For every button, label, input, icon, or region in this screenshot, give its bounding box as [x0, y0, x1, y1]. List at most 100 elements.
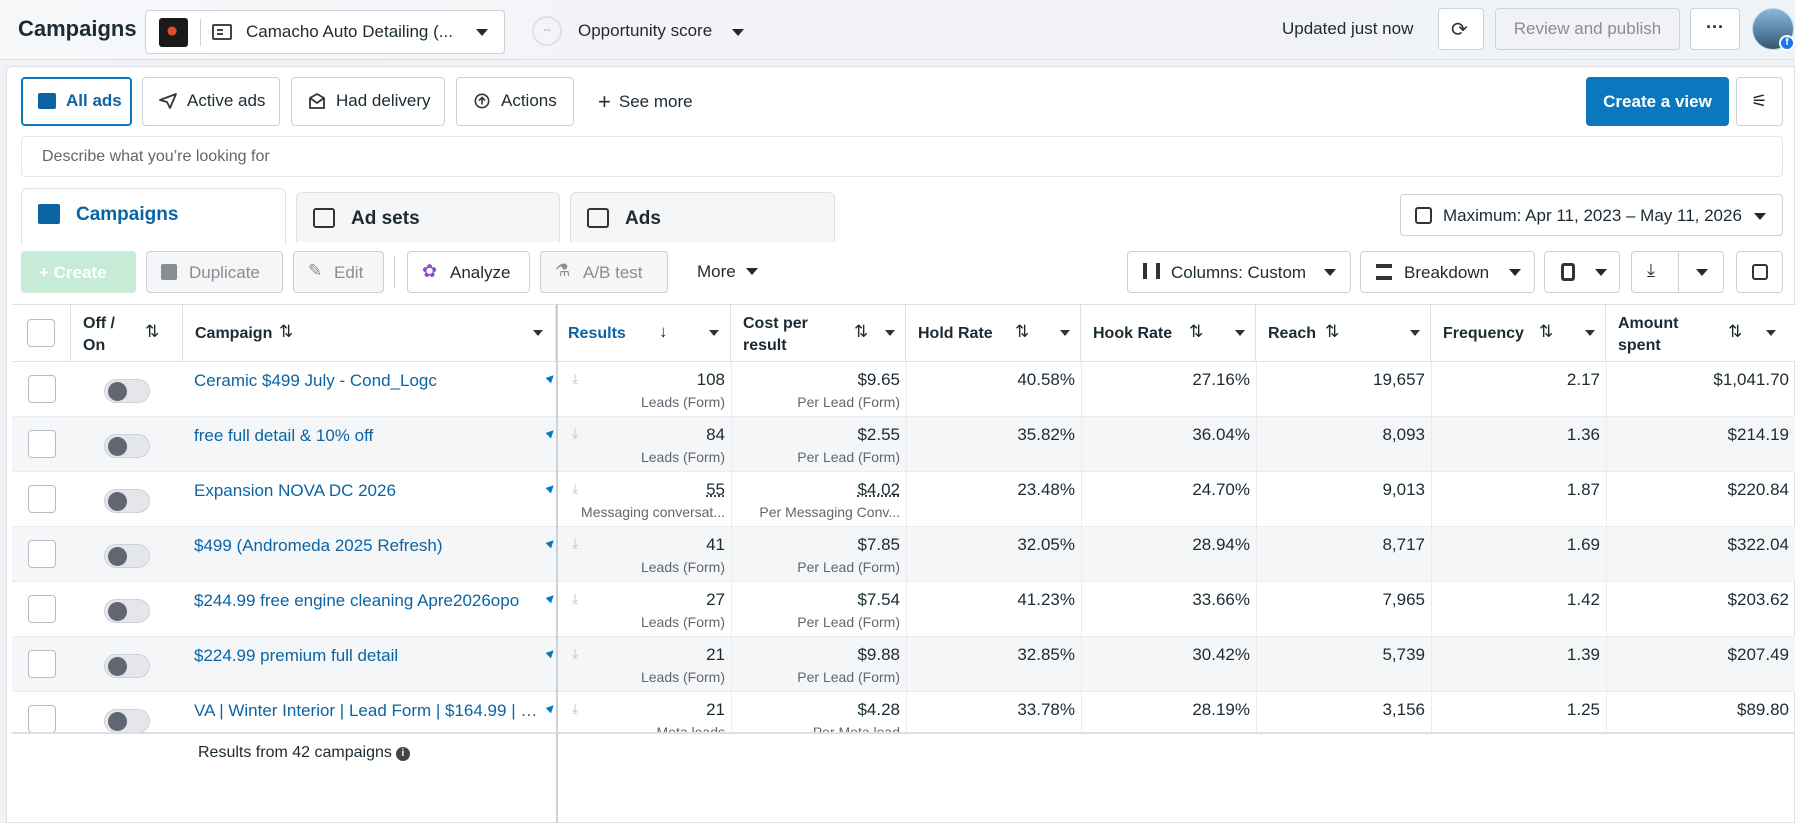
download-icon: ⤓	[572, 480, 579, 496]
sort-down-icon: ↓	[659, 322, 668, 341]
header-campaign[interactable]: Campaign ⇅	[183, 305, 556, 361]
campaign-toggle[interactable]	[104, 544, 150, 568]
filter-actions[interactable]: Actions	[456, 77, 574, 126]
filter-had-delivery[interactable]: Had delivery	[291, 77, 445, 126]
cost-per-result-subtitle: Per Lead (Form)	[797, 559, 900, 575]
chevron-down-icon	[1410, 330, 1420, 336]
campaign-name-link[interactable]: Expansion NOVA DC 2026	[194, 481, 396, 500]
row-checkbox[interactable]	[28, 485, 56, 513]
export-button[interactable]: ⤓	[1631, 251, 1724, 293]
column-divider	[731, 362, 732, 732]
hold-rate-value: 41.23%	[1017, 590, 1075, 609]
chevron-down-icon	[885, 330, 895, 336]
results-subtitle: Leads (Form)	[640, 559, 725, 575]
row-checkbox[interactable]	[28, 595, 56, 623]
campaign-name-link[interactable]: Ceramic $499 July - Cond_Logc	[194, 371, 437, 390]
edit-button[interactable]: ✎ Edit	[293, 251, 384, 293]
campaign-toggle[interactable]	[104, 489, 150, 513]
campaign-toggle[interactable]	[104, 654, 150, 678]
campaign-name-link[interactable]: $244.99 free engine cleaning Apre2026opo	[194, 591, 520, 610]
hold-rate-value: 32.05%	[1017, 535, 1075, 554]
filter-all-ads[interactable]: All ads	[21, 77, 132, 126]
hold-rate-value: 33.78%	[1017, 700, 1075, 719]
ab-test-button[interactable]: ⚗ A/B test	[540, 251, 668, 293]
tab-ad-sets[interactable]: Ad sets	[296, 192, 560, 242]
date-range-picker[interactable]: Maximum: Apr 11, 2023 – May 11, 2026	[1400, 194, 1783, 236]
table-row[interactable]: $224.99 premium full detail ▲ ⤓ 21 Leads (Fo…	[12, 637, 1795, 692]
filter-label: Active ads	[187, 91, 266, 110]
table-row[interactable]: Ceramic $499 July - Cond_Logc ▲ ⤓ 108 Leads …	[12, 362, 1795, 417]
review-publish-button[interactable]: Review and publish	[1495, 8, 1680, 50]
refresh-button[interactable]: ⟳	[1438, 8, 1484, 50]
filter-active-ads[interactable]: Active ads	[142, 77, 280, 126]
pin-icon[interactable]: ▲	[541, 532, 562, 553]
view-settings-button[interactable]: ⚟	[1736, 77, 1783, 126]
facebook-icon: f	[1779, 35, 1795, 51]
header-frequency[interactable]: Frequency ⇅	[1431, 305, 1606, 361]
header-cost-per-result[interactable]: Cost per result ⇅	[731, 305, 906, 361]
row-checkbox[interactable]	[28, 650, 56, 678]
table-row[interactable]: $244.99 free engine cleaning Apre2026opo…	[12, 582, 1795, 637]
sort-icon: ⇅	[854, 322, 869, 341]
campaign-toggle[interactable]	[104, 434, 150, 458]
campaign-toggle[interactable]	[104, 379, 150, 403]
analyze-button[interactable]: ✿ Analyze	[407, 251, 530, 293]
table-row[interactable]: Expansion NOVA DC 2026 ▲ ⤓ 55 Messaging conv…	[12, 472, 1795, 527]
campaign-name-link[interactable]: free full detail & 10% off	[194, 426, 374, 445]
pin-icon[interactable]: ▲	[541, 367, 562, 388]
row-checkbox[interactable]	[28, 430, 56, 458]
pin-icon[interactable]: ▲	[541, 477, 562, 498]
pin-icon[interactable]: ▲	[541, 697, 562, 718]
filter-label: Actions	[501, 91, 557, 110]
hold-rate-value: 35.82%	[1017, 425, 1075, 444]
select-all-checkbox[interactable]	[27, 319, 55, 347]
campaign-toggle[interactable]	[104, 709, 150, 732]
header-reach[interactable]: Reach ⇅	[1256, 305, 1431, 361]
chevron-down-icon	[732, 29, 744, 36]
campaign-name-link[interactable]: $224.99 premium full detail	[194, 646, 399, 665]
chevron-down-icon	[476, 29, 488, 36]
create-view-button[interactable]: Create a view	[1586, 77, 1729, 126]
row-checkbox[interactable]	[28, 540, 56, 568]
more-options-button[interactable]: ···	[1690, 8, 1740, 50]
tab-ads[interactable]: Ads	[570, 192, 835, 242]
frequency-value: 1.42	[1566, 590, 1600, 609]
campaign-toggle[interactable]	[104, 599, 150, 623]
columns-dropdown[interactable]: Columns: Custom	[1127, 251, 1351, 293]
search-input[interactable]: Describe what you’re looking for	[21, 136, 1783, 177]
header-off-on[interactable]: Off / On ⇅	[71, 305, 183, 361]
hook-rate-value: 28.19%	[1192, 700, 1250, 719]
info-icon[interactable]: i	[395, 747, 410, 761]
pin-icon[interactable]: ▲	[541, 642, 562, 663]
hook-rate-value: 27.16%	[1192, 370, 1250, 389]
header-hold-rate[interactable]: Hold Rate ⇅	[906, 305, 1081, 361]
chevron-down-icon	[1696, 269, 1708, 276]
campaign-name-link[interactable]: VA | Winter Interior | Lead Form | $164.…	[194, 701, 539, 720]
table-row[interactable]: VA | Winter Interior | Lead Form | $164.…	[12, 692, 1795, 734]
tab-campaigns[interactable]: Campaigns	[21, 188, 286, 244]
amount-spent-value: $214.19	[1727, 425, 1789, 444]
see-more-button[interactable]: + See more	[598, 89, 693, 115]
pin-icon[interactable]: ▲	[541, 422, 562, 443]
download-icon: ⤓	[1647, 260, 1655, 280]
account-selector[interactable]: Camacho Auto Detailing (...	[145, 10, 505, 54]
reports-dropdown[interactable]	[1544, 251, 1620, 293]
cost-per-result-subtitle: Per Meta lead	[812, 724, 900, 734]
table-row[interactable]: free full detail & 10% off ▲ ⤓ 84 Leads (For…	[12, 417, 1795, 472]
calendar-icon	[1415, 207, 1432, 224]
header-hook-rate[interactable]: Hook Rate ⇅	[1081, 305, 1256, 361]
duplicate-button[interactable]: Duplicate	[146, 251, 283, 293]
chevron-down-icon	[709, 330, 719, 336]
row-checkbox[interactable]	[28, 375, 56, 403]
table-row[interactable]: $499 (Andromeda 2025 Refresh) ▲ ⤓ 41 Leads (…	[12, 527, 1795, 582]
charts-button[interactable]	[1736, 251, 1783, 293]
breakdown-dropdown[interactable]: Breakdown	[1360, 251, 1535, 293]
more-dropdown[interactable]: More	[697, 262, 758, 282]
create-button[interactable]: + Create	[21, 251, 136, 293]
avatar[interactable]: f	[1752, 8, 1795, 51]
header-amount-spent[interactable]: Amount spent ⇅	[1606, 305, 1795, 361]
campaign-name-link[interactable]: $499 (Andromeda 2025 Refresh)	[194, 536, 443, 555]
header-results[interactable]: Results ↓	[556, 305, 731, 361]
pin-icon[interactable]: ▲	[541, 587, 562, 608]
row-checkbox[interactable]	[28, 705, 56, 732]
